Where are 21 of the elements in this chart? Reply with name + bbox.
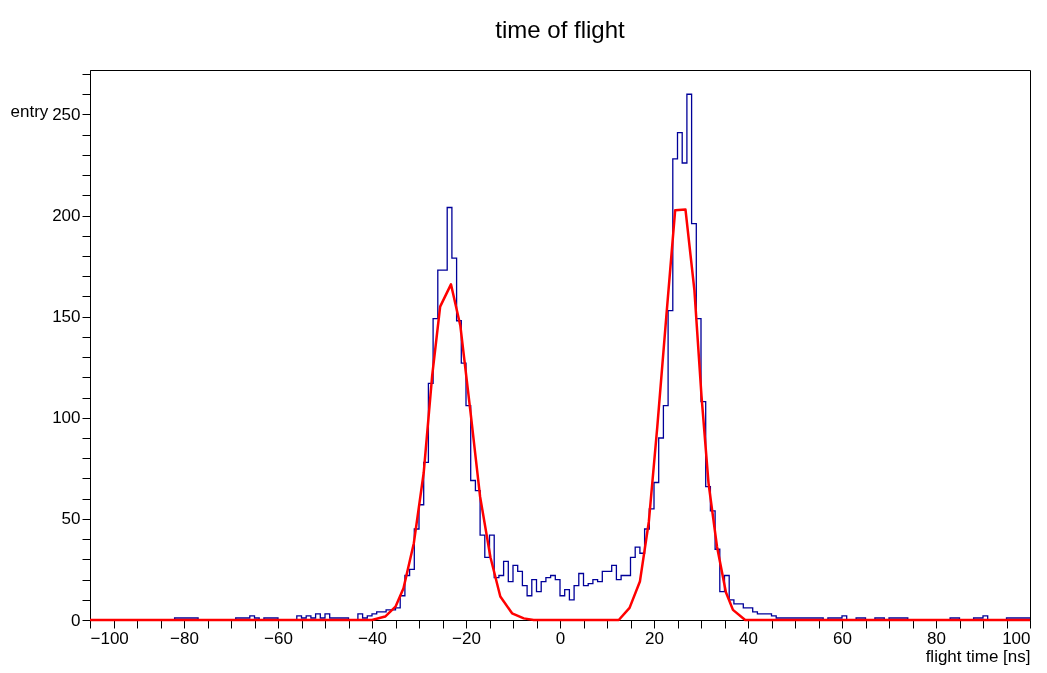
- y-tick-label: 50: [61, 509, 81, 529]
- chart-title: time of flight: [495, 16, 626, 44]
- x-axis-title: flight time [ns]: [925, 646, 1031, 666]
- y-tick-label: 150: [52, 307, 81, 327]
- x-tick-label: −20: [452, 628, 481, 648]
- x-tick-label: 80: [927, 628, 946, 648]
- x-tick-label: 60: [833, 628, 852, 648]
- x-tick-label: −60: [264, 628, 293, 648]
- x-tick-label: −100: [90, 628, 129, 648]
- y-tick-label: 250: [52, 104, 81, 124]
- x-tick-label: 100: [1002, 628, 1031, 648]
- line-series: [88, 208, 1032, 622]
- x-tick-label: 20: [645, 628, 664, 648]
- x-tick-label: 0: [555, 628, 566, 648]
- y-tick-label: 200: [52, 206, 81, 226]
- y-tick-label: 0: [71, 610, 81, 630]
- x-tick-label: −80: [170, 628, 199, 648]
- x-tick-label: −40: [358, 628, 387, 648]
- y-axis-title: entry: [10, 101, 49, 121]
- y-tick-label: 100: [52, 408, 81, 428]
- x-tick-label: 40: [739, 628, 758, 648]
